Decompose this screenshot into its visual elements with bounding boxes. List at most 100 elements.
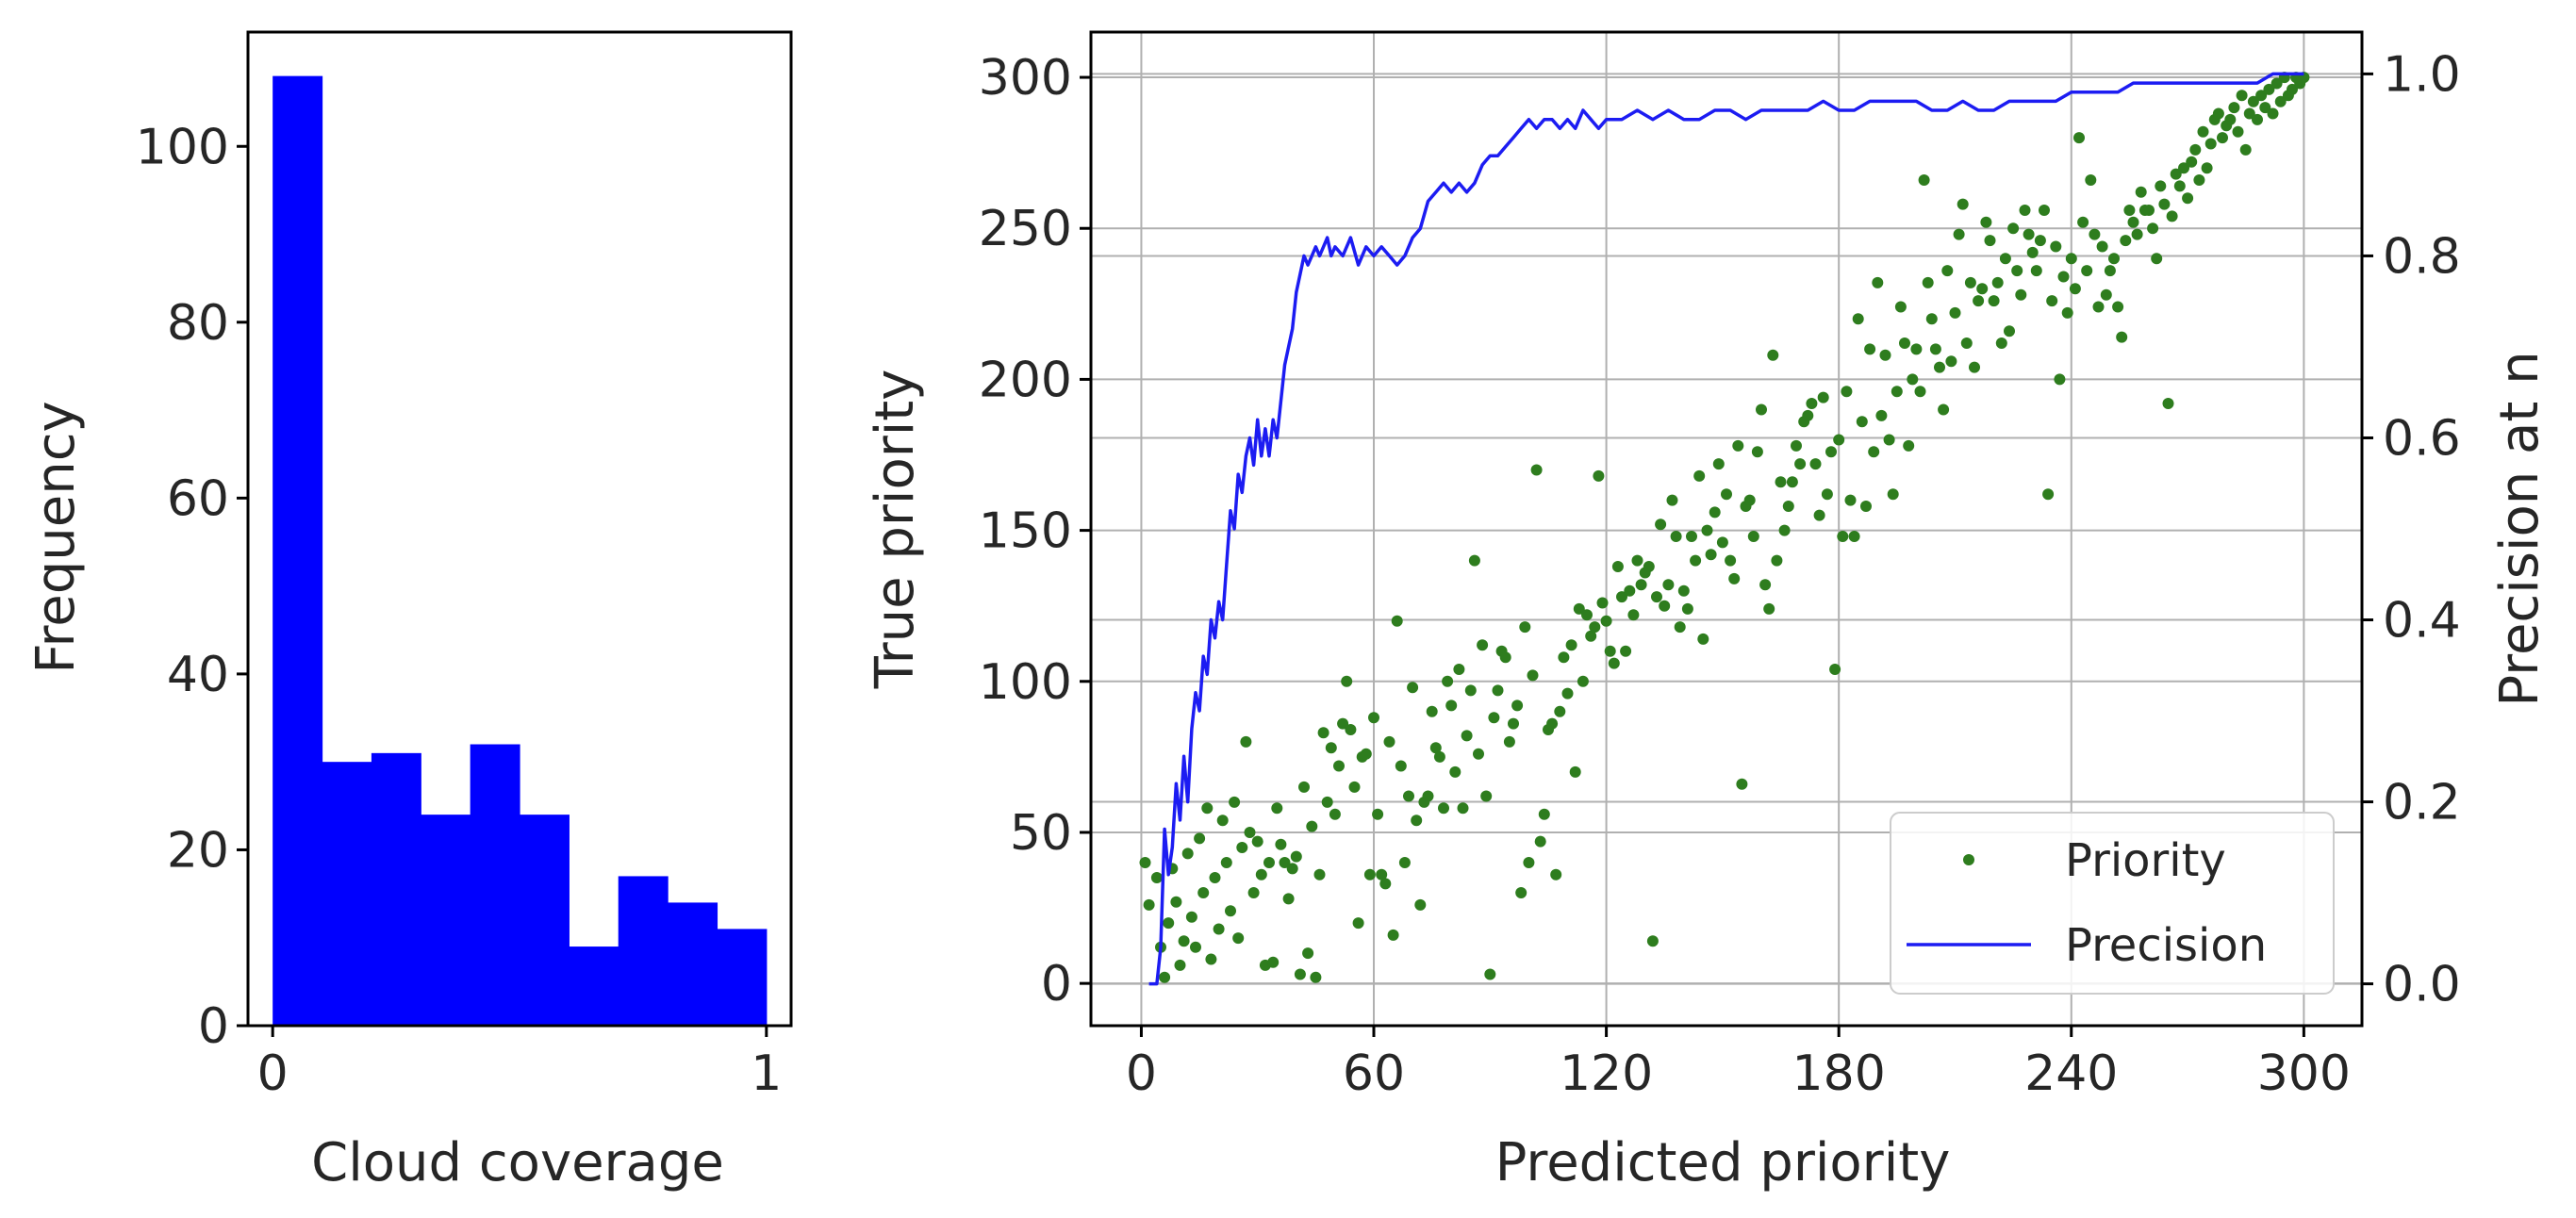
priority-point-158	[1756, 403, 1767, 416]
priority-point-101	[1534, 835, 1546, 848]
priority-point-195	[1899, 337, 1910, 349]
priority-point-35	[1279, 857, 1291, 868]
priority-point-201	[1922, 276, 1934, 288]
priority-point-247	[2100, 288, 2112, 301]
scatter-x-tick-label-1: 60	[1343, 1045, 1405, 1102]
histogram-bar-5	[520, 815, 570, 1026]
scatter-y-tick-label-1: 50	[1010, 805, 1072, 862]
priority-point-23	[1232, 932, 1245, 945]
histogram-bar-7	[618, 876, 669, 1026]
histogram-bar-8	[668, 902, 718, 1026]
priority-point-69	[1411, 815, 1423, 827]
priority-point-65	[1395, 760, 1407, 772]
priority-point-211	[1960, 337, 1973, 349]
priority-point-77	[1442, 675, 1454, 687]
priority-point-63	[1387, 929, 1399, 941]
priority-point-281	[2232, 125, 2244, 138]
priority-point-21	[1225, 905, 1236, 917]
priority-point-232	[2042, 488, 2055, 501]
priority-point-176	[1825, 446, 1837, 458]
priority-point-163	[1775, 476, 1787, 488]
priority-point-28	[1251, 835, 1263, 848]
scatter-x-tick-label-0: 0	[1126, 1045, 1157, 1102]
priority-point-243	[2085, 174, 2097, 186]
scatter-x-tick-label-3: 180	[1792, 1045, 1886, 1102]
histogram-y-tick-label-4: 80	[167, 295, 229, 352]
priority-point-72	[1422, 790, 1434, 802]
priority-point-161	[1767, 349, 1779, 361]
priority-point-200	[1918, 174, 1930, 186]
scatter-x-tick-label-4: 240	[2024, 1045, 2118, 1102]
priority-point-173	[1813, 509, 1825, 521]
scatter-y2-tick-label-0: 0.0	[2383, 957, 2461, 1013]
priority-point-29	[1255, 868, 1267, 881]
priority-point-33	[1271, 802, 1283, 815]
priority-point-155	[1743, 494, 1756, 506]
priority-point-241	[2077, 216, 2089, 228]
priority-point-271	[2193, 174, 2205, 186]
priority-point-253	[2123, 205, 2136, 216]
priority-point-97	[1519, 621, 1531, 634]
priority-point-40	[1298, 781, 1310, 793]
priority-point-147	[1712, 458, 1725, 470]
priority-point-164	[1778, 524, 1791, 536]
priority-point-203	[1929, 343, 1941, 355]
priority-point-285	[2247, 95, 2259, 107]
priority-point-66	[1398, 857, 1411, 868]
scatter-y2-axis-label: Precision at n	[2489, 351, 2551, 706]
scatter-x-tick-label-2: 120	[1560, 1045, 1653, 1102]
priority-point-7	[1170, 896, 1182, 908]
priority-point-283	[2239, 143, 2252, 156]
priority-point-274	[2204, 138, 2217, 150]
priority-point-157	[1751, 446, 1763, 458]
priority-point-260	[2151, 253, 2163, 265]
priority-point-209	[1953, 228, 1965, 240]
priority-point-4	[1159, 971, 1171, 983]
priority-point-216	[1980, 216, 1992, 228]
histogram-y-tick-label-5: 100	[136, 119, 229, 175]
priority-point-62	[1383, 735, 1395, 748]
priority-point-273	[2201, 162, 2213, 174]
priority-point-127	[1635, 579, 1647, 591]
priority-point-41	[1302, 947, 1314, 960]
scatter-y-tick-label-5: 250	[979, 201, 1072, 257]
priority-point-148	[1716, 536, 1728, 549]
priority-point-73	[1426, 705, 1438, 717]
priority-point-92	[1499, 651, 1511, 664]
histogram-y-tick-label-1: 20	[167, 822, 229, 879]
priority-point-78	[1445, 700, 1458, 712]
priority-point-130	[1646, 935, 1659, 947]
priority-point-267	[2178, 162, 2189, 174]
priority-point-287	[2255, 90, 2268, 102]
scatter-y-tick-label-0: 0	[1041, 956, 1072, 1012]
priority-point-85	[1473, 748, 1484, 760]
priority-point-114	[1585, 630, 1597, 642]
priority-point-156	[1747, 531, 1759, 542]
priority-point-240	[2073, 132, 2085, 144]
priority-point-59	[1372, 808, 1384, 820]
priority-point-36	[1282, 893, 1295, 905]
priority-point-194	[1894, 301, 1907, 313]
priority-point-162	[1771, 554, 1783, 567]
priority-point-26	[1244, 827, 1256, 838]
priority-point-207	[1945, 355, 1957, 368]
priority-point-292	[2274, 95, 2287, 107]
scatter-y2-tick-label-4: 0.8	[2383, 228, 2461, 285]
priority-point-1	[1143, 898, 1155, 911]
priority-point-279	[2224, 113, 2237, 125]
priority-point-179	[1837, 531, 1849, 542]
priority-point-266	[2173, 180, 2186, 192]
priority-point-227	[2023, 228, 2035, 240]
priority-point-188	[1872, 276, 1884, 288]
legend-precision-label: Precision	[2065, 919, 2267, 972]
priority-point-252	[2120, 235, 2132, 247]
priority-point-190	[1879, 349, 1891, 361]
priority-point-259	[2147, 222, 2159, 235]
priority-point-107	[1558, 651, 1570, 664]
priority-point-67	[1403, 790, 1414, 802]
priority-point-199	[1914, 386, 1926, 398]
priority-point-117	[1596, 597, 1609, 609]
priority-point-108	[1561, 687, 1574, 700]
priority-point-58	[1368, 712, 1379, 724]
